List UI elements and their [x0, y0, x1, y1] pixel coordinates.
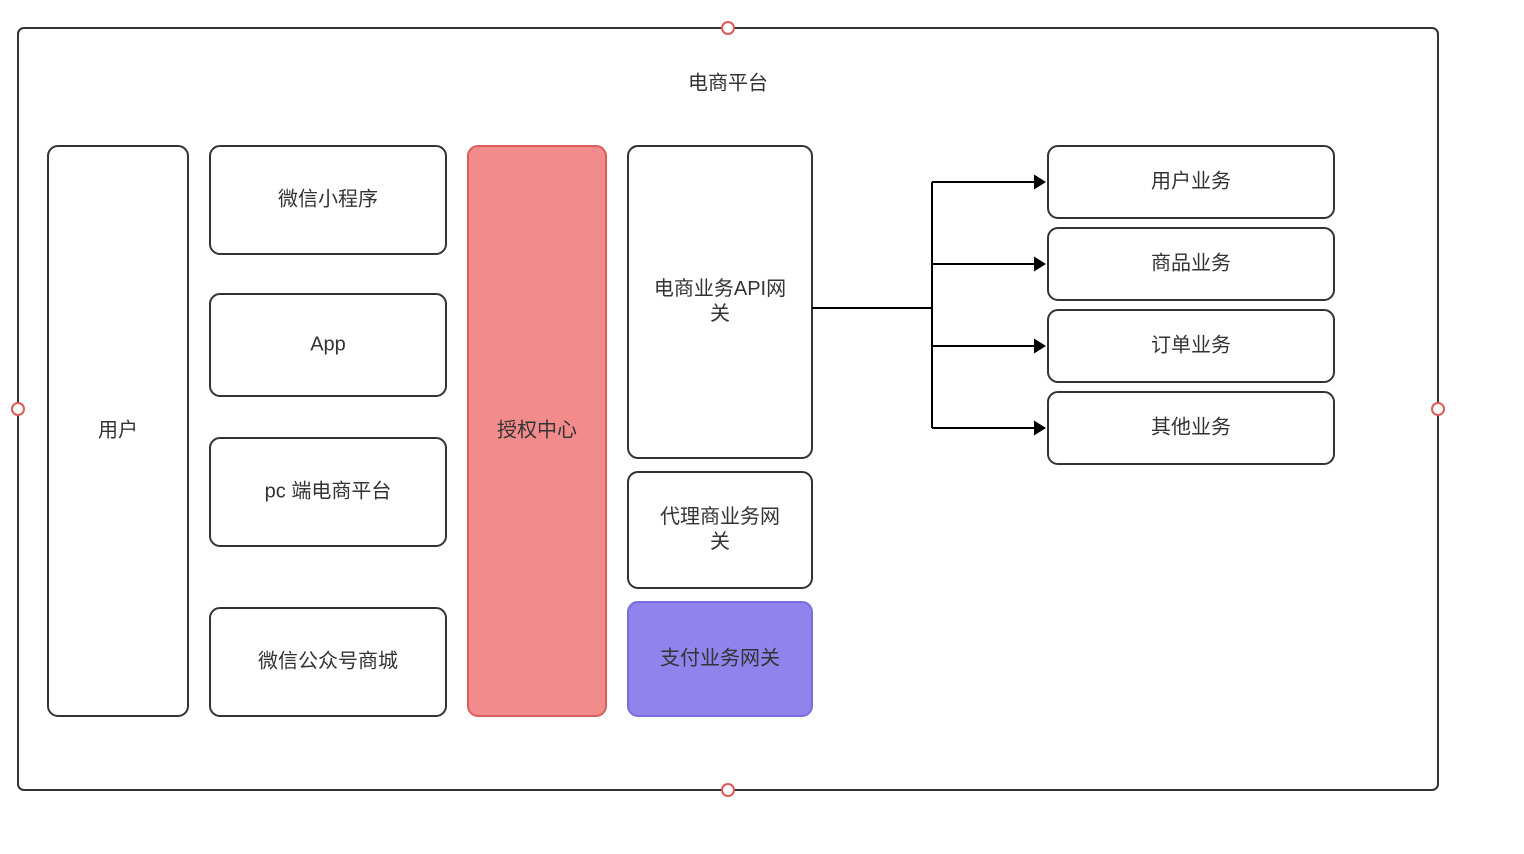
node-label-user: 用户 — [98, 418, 138, 441]
node-wx-mini[interactable]: 微信小程序 — [210, 146, 446, 254]
node-label-svc-other: 其他业务 — [1151, 415, 1231, 438]
arrowhead-icon — [1034, 175, 1046, 190]
node-user[interactable]: 用户 — [48, 146, 188, 716]
node-label-wx-mp: 微信公众号商城 — [258, 649, 398, 672]
selection-handle-icon[interactable] — [722, 784, 734, 796]
node-label-app: App — [310, 333, 346, 355]
node-auth[interactable]: 授权中心 — [468, 146, 606, 716]
arrowhead-icon — [1034, 257, 1046, 272]
arrowhead-icon — [1034, 421, 1046, 436]
node-label-agent-gw: 关 — [710, 530, 730, 553]
node-label-pay-gw: 支付业务网关 — [660, 646, 780, 669]
node-svc-order[interactable]: 订单业务 — [1048, 310, 1334, 382]
node-label-svc-goods: 商品业务 — [1151, 251, 1231, 274]
diagram-canvas: 电商平台用户 微信小程序 App pc 端电商平台微信公众号商城 授权中心 电商业务API… — [0, 0, 1524, 854]
arrowhead-icon — [1034, 339, 1046, 354]
node-label-api-gw: 关 — [710, 302, 730, 325]
node-pc[interactable]: pc 端电商平台 — [210, 438, 446, 546]
node-pay-gw[interactable]: 支付业务网关 — [628, 602, 812, 716]
selection-handle-icon[interactable] — [722, 22, 734, 34]
node-svc-user[interactable]: 用户业务 — [1048, 146, 1334, 218]
node-label-agent-gw: 代理商业务网 — [660, 505, 780, 528]
node-label-svc-order: 订单业务 — [1151, 333, 1231, 356]
node-label-svc-user: 用户业务 — [1151, 169, 1231, 192]
selection-handle-icon[interactable] — [12, 403, 24, 415]
node-agent-gw[interactable]: 代理商业务网关 — [628, 472, 812, 588]
node-label-pc: pc 端电商平台 — [265, 479, 392, 502]
node-svc-goods[interactable]: 商品业务 — [1048, 228, 1334, 300]
node-app[interactable]: App — [210, 294, 446, 396]
node-label-api-gw: 电商业务API网 — [654, 277, 786, 300]
selection-handle-icon[interactable] — [1432, 403, 1444, 415]
node-svc-other[interactable]: 其他业务 — [1048, 392, 1334, 464]
node-label-wx-mini: 微信小程序 — [278, 187, 378, 210]
edge-bus — [812, 175, 1046, 436]
container-title: 电商平台 — [688, 71, 768, 94]
node-wx-mp[interactable]: 微信公众号商城 — [210, 608, 446, 716]
node-label-auth: 授权中心 — [497, 418, 577, 441]
node-api-gw[interactable]: 电商业务API网关 — [628, 146, 812, 458]
